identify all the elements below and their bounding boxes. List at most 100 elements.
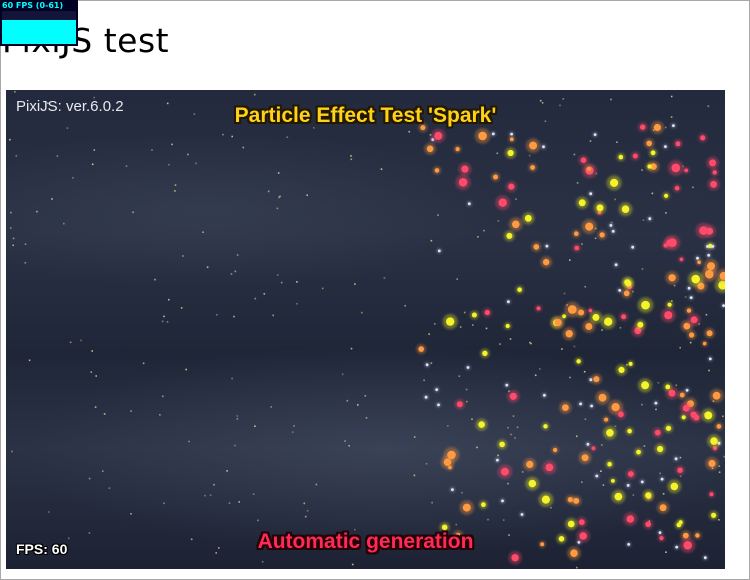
star-dot [12, 237, 15, 240]
star-dot [91, 163, 94, 166]
spark-particle [691, 274, 700, 284]
spark-particle [424, 395, 428, 399]
spark-particle [710, 180, 717, 188]
spark-particle [536, 306, 541, 311]
star-dot [641, 403, 643, 406]
spark-particle [654, 429, 661, 436]
star-dot [529, 341, 531, 344]
spark-particle [618, 366, 625, 373]
spark-particle [611, 479, 615, 483]
spark-particle [618, 411, 624, 418]
spark-particle [668, 274, 676, 282]
spark-particle [586, 166, 592, 171]
spark-particle [505, 383, 509, 387]
star-dot [413, 436, 416, 438]
fps-stats-panel[interactable]: 60 FPS (0-61) [0, 0, 78, 46]
star-dot [455, 523, 458, 526]
star-dot [93, 96, 95, 99]
spark-particle [554, 318, 562, 327]
star-dot [190, 538, 193, 541]
star-dot [206, 266, 209, 268]
spark-particle [455, 147, 460, 152]
spark-particle [708, 357, 712, 361]
star-dot [463, 311, 466, 314]
spark-particle [628, 361, 633, 366]
star-dot [209, 494, 212, 497]
spark-particle [418, 346, 425, 352]
spark-particle [684, 168, 689, 173]
spark-particle [712, 170, 717, 175]
star-dot [476, 446, 478, 449]
game-canvas[interactable]: PixiJS: ver.6.0.2 Particle Effect Test '… [6, 90, 725, 569]
star-dot [36, 210, 38, 213]
star-dot [195, 162, 197, 165]
spark-particle [498, 198, 507, 207]
star-dot [346, 399, 349, 402]
star-dot [487, 518, 489, 521]
spark-particle [689, 296, 693, 299]
star-dot [12, 244, 14, 247]
spark-particle [565, 330, 573, 338]
spark-particle [707, 262, 715, 271]
spark-particle [496, 458, 499, 462]
star-dot [563, 292, 566, 295]
star-dot [679, 456, 682, 459]
spark-particle [481, 502, 486, 508]
spark-particle [499, 441, 505, 448]
star-dot [544, 120, 547, 123]
spark-particle [706, 245, 709, 248]
star-dot [168, 298, 170, 301]
spark-particle [706, 227, 714, 235]
star-dot [163, 502, 165, 505]
star-dot [365, 417, 368, 419]
star-dot [270, 406, 272, 408]
star-dot [670, 116, 673, 118]
spark-particle [627, 428, 632, 434]
star-dot [610, 221, 613, 224]
star-dot [193, 113, 196, 115]
star-dot [233, 315, 235, 318]
spark-particle [641, 381, 650, 390]
spark-particle [455, 532, 462, 539]
star-dot [47, 102, 49, 104]
star-dot [166, 102, 169, 105]
spark-particle [667, 302, 672, 307]
spark-particle [689, 332, 695, 338]
star-dot [9, 138, 11, 141]
star-dot [483, 229, 485, 232]
star-dot [380, 168, 383, 170]
spark-particle [664, 193, 669, 198]
spark-particle [668, 238, 677, 247]
star-dot [63, 222, 65, 225]
star-dot [508, 390, 510, 392]
spark-particle [491, 132, 495, 136]
spark-particle [574, 231, 579, 236]
star-dot [11, 450, 13, 453]
spark-particle [507, 300, 510, 304]
spark-particle [510, 132, 513, 136]
spark-particle [706, 330, 713, 337]
spark-particle [682, 404, 690, 412]
star-dot [530, 342, 532, 345]
spark-particle [627, 543, 631, 546]
spark-particle [420, 125, 426, 131]
spark-particle [670, 482, 679, 491]
star-dot [569, 376, 571, 379]
star-dot [512, 415, 515, 417]
spark-particle [506, 232, 513, 239]
star-dot [651, 192, 654, 195]
star-dot [236, 415, 239, 417]
star-dot [584, 285, 587, 288]
star-dot [90, 371, 92, 373]
spark-particle [578, 519, 585, 526]
star-dot [236, 418, 239, 420]
spark-particle [695, 533, 700, 538]
spark-particle [716, 424, 722, 429]
star-dot [723, 455, 725, 458]
star-dot [108, 487, 111, 489]
spark-particle [609, 224, 613, 227]
star-dot [472, 324, 474, 326]
star-dot [154, 278, 156, 281]
star-dot [521, 471, 524, 473]
star-dot [477, 236, 479, 238]
